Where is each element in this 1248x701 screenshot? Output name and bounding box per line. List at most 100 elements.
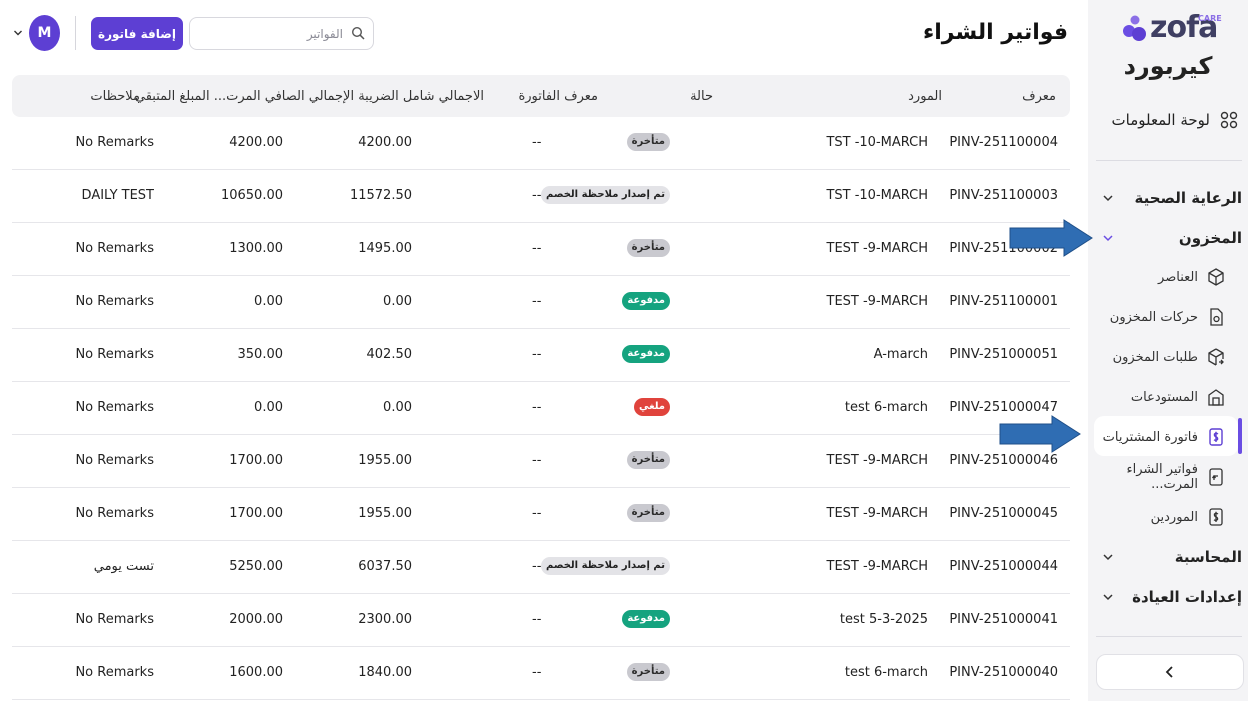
sidebar-item-label: حركات المخزون bbox=[1109, 309, 1198, 325]
sidebar-item-label: فاتورة المشتريات bbox=[1102, 429, 1198, 445]
invoice-number[interactable]: PINV-251000040 bbox=[949, 665, 1058, 680]
sidebar-group-accounting[interactable]: المحاسبة bbox=[1094, 545, 1242, 569]
warehouse-icon bbox=[1208, 389, 1224, 406]
column-header-notes[interactable]: ملاحظات bbox=[90, 89, 140, 104]
sidebar-item-items[interactable]: العناصر bbox=[1096, 265, 1224, 289]
table-row[interactable]: PINV-251000051 A-march مدفوعة -- 402.50 350.0… bbox=[12, 329, 1070, 382]
table-row[interactable]: PINV-251100002 TEST -9-MARCH متأخرة -- 1495.… bbox=[12, 223, 1070, 276]
status-badge: ملغي bbox=[633, 398, 670, 416]
notes: No Remarks bbox=[75, 506, 154, 521]
divider bbox=[75, 16, 76, 50]
column-header-supplier[interactable]: المورد bbox=[908, 89, 942, 104]
brand-logo[interactable]: zofa CARE bbox=[1122, 10, 1222, 48]
sidebar-group-label: المخزون bbox=[1178, 229, 1242, 247]
invoice-id: -- bbox=[532, 347, 542, 362]
table-row[interactable]: PINV-251000040 test 6-march متأخرة -- 1840.0… bbox=[12, 647, 1070, 700]
notes: No Remarks bbox=[75, 665, 154, 680]
sidebar-item-stock-movements[interactable]: حركات المخزون bbox=[1096, 305, 1224, 329]
table-row[interactable]: PINV-251000046 TEST -9-MARCH متأخرة -- 1955.… bbox=[12, 435, 1070, 488]
supplier-name: TEST -9-MARCH bbox=[826, 559, 928, 574]
chevron-down-icon bbox=[1103, 195, 1113, 202]
sidebar-group-healthcare[interactable]: الرعاية الصحية bbox=[1094, 186, 1242, 210]
supplier-name: TST -10-MARCH bbox=[826, 188, 928, 203]
column-header-totals[interactable]: الاجمالي شامل الضريبة الإجمالي الصافي ال… bbox=[134, 89, 484, 104]
net-total: 1600.00 bbox=[229, 665, 283, 680]
sidebar-item-suppliers[interactable]: الموردين bbox=[1096, 505, 1224, 529]
invoice-number[interactable]: PINV-251000051 bbox=[949, 347, 1058, 362]
sidebar-item-purchase-invoice[interactable]: فاتورة المشتريات bbox=[1096, 425, 1224, 449]
invoice-number[interactable]: PINV-251100003 bbox=[949, 188, 1058, 203]
status-badge: مدفوعة bbox=[622, 345, 670, 363]
arrow-annotation-icon bbox=[999, 415, 1081, 453]
dollar-file-icon bbox=[1209, 428, 1223, 446]
total-with-tax: 402.50 bbox=[366, 347, 413, 362]
supplier-name: TEST -9-MARCH bbox=[826, 241, 928, 256]
total-with-tax: 0.00 bbox=[383, 294, 412, 309]
table-row[interactable]: PINV-251100003 TST -10-MARCH تم إصدار ملاح… bbox=[12, 170, 1070, 223]
sidebar-group-label: المحاسبة bbox=[1174, 548, 1242, 566]
invoice-id: -- bbox=[532, 241, 542, 256]
status-badge: متأخرة bbox=[626, 451, 670, 469]
table-row[interactable]: PINV-251000047 test 6-march ملغي -- 0.00 0.00… bbox=[12, 382, 1070, 435]
sidebar-item-dashboard[interactable]: لوحة المعلومات bbox=[1098, 108, 1238, 132]
search-box[interactable] bbox=[189, 17, 374, 50]
invoice-number[interactable]: PINV-251000046 bbox=[949, 453, 1058, 468]
total-with-tax: 11572.50 bbox=[349, 188, 412, 203]
notes: تست يومي bbox=[93, 559, 154, 574]
invoice-number[interactable]: PINV-251100004 bbox=[949, 135, 1058, 150]
invoice-number[interactable]: PINV-251000045 bbox=[949, 506, 1058, 521]
column-header-invoice-id[interactable]: معرف الفاتورة bbox=[518, 89, 598, 104]
notes: No Remarks bbox=[75, 453, 154, 468]
organization-name: كيربورد bbox=[1123, 52, 1213, 80]
avatar[interactable]: M bbox=[29, 15, 60, 51]
chevron-down-icon bbox=[1103, 235, 1113, 242]
status-badge: متأخرة bbox=[626, 239, 670, 257]
supplier-name: TEST -9-MARCH bbox=[826, 453, 928, 468]
sidebar-item-label: طلبات المخزون bbox=[1112, 349, 1198, 365]
sidebar-item-label: العناصر bbox=[1158, 269, 1198, 285]
return-file-icon bbox=[1209, 468, 1223, 486]
notes: No Remarks bbox=[75, 612, 154, 627]
logo-mark-icon bbox=[1123, 15, 1146, 41]
invoice-id: -- bbox=[532, 559, 542, 574]
column-header-status[interactable]: حالة bbox=[690, 89, 713, 104]
notes: No Remarks bbox=[75, 135, 154, 150]
sidebar-group-label: إعدادات العيادة bbox=[1132, 588, 1242, 606]
sidebar-item-purchase-returns[interactable]: فواتير الشراء المرت... bbox=[1096, 462, 1224, 492]
table-row[interactable]: PINV-251100001 TEST -9-MARCH مدفوعة -- 0.00 0… bbox=[12, 276, 1070, 329]
invoice-number[interactable]: PINV-251000044 bbox=[949, 559, 1058, 574]
total-with-tax: 1955.00 bbox=[358, 506, 412, 521]
total-with-tax: 1840.00 bbox=[358, 665, 412, 680]
total-with-tax: 0.00 bbox=[383, 400, 412, 415]
status-badge: تم إصدار ملاحظة الخصم bbox=[541, 557, 670, 575]
supplier-name: A-march bbox=[873, 347, 928, 362]
notes: No Remarks bbox=[75, 400, 154, 415]
net-total: 4200.00 bbox=[229, 135, 283, 150]
supplier-name: test 5-3-2025 bbox=[839, 612, 928, 627]
sidebar-item-label: الموردين bbox=[1150, 509, 1198, 525]
chevron-down-icon[interactable] bbox=[13, 28, 23, 38]
sidebar: zofa CARE كيربورد لوحة المعلومات الرعاية… bbox=[1088, 0, 1248, 701]
table-row[interactable]: PINV-251000044 TEST -9-MARCH تم إصدار ملاح… bbox=[12, 541, 1070, 594]
sidebar-item-warehouses[interactable]: المستودعات bbox=[1096, 385, 1224, 409]
table-row[interactable]: PINV-251000041 test 5-3-2025 مدفوعة -- 2300.… bbox=[12, 594, 1070, 647]
logo-wordmark: zofa bbox=[1150, 10, 1218, 45]
net-total: 1300.00 bbox=[229, 241, 283, 256]
net-total: 1700.00 bbox=[229, 506, 283, 521]
chevron-left-icon bbox=[1165, 666, 1173, 678]
table-row[interactable]: PINV-251100004 TST -10-MARCH متأخرة -- 4200.… bbox=[12, 117, 1070, 170]
invoice-number[interactable]: PINV-251100001 bbox=[949, 294, 1058, 309]
column-header-id[interactable]: معرف bbox=[1022, 89, 1056, 104]
table-row[interactable]: PINV-251000045 TEST -9-MARCH متأخرة -- 1955.… bbox=[12, 488, 1070, 541]
sidebar-collapse-button[interactable] bbox=[1096, 654, 1244, 690]
search-input[interactable] bbox=[203, 24, 343, 44]
invoice-number[interactable]: PINV-251000041 bbox=[949, 612, 1058, 627]
invoice-id: -- bbox=[532, 453, 542, 468]
add-invoice-button[interactable]: إضافة فاتورة bbox=[91, 17, 183, 50]
invoice-number[interactable]: PINV-251000047 bbox=[949, 400, 1058, 415]
sidebar-group-inventory[interactable]: المخزون bbox=[1094, 226, 1242, 250]
sidebar-item-stock-requests[interactable]: طلبات المخزون bbox=[1096, 345, 1224, 369]
invoice-id: -- bbox=[532, 135, 542, 150]
total-with-tax: 2300.00 bbox=[358, 612, 412, 627]
sidebar-group-clinic-settings[interactable]: إعدادات العيادة bbox=[1094, 585, 1242, 609]
